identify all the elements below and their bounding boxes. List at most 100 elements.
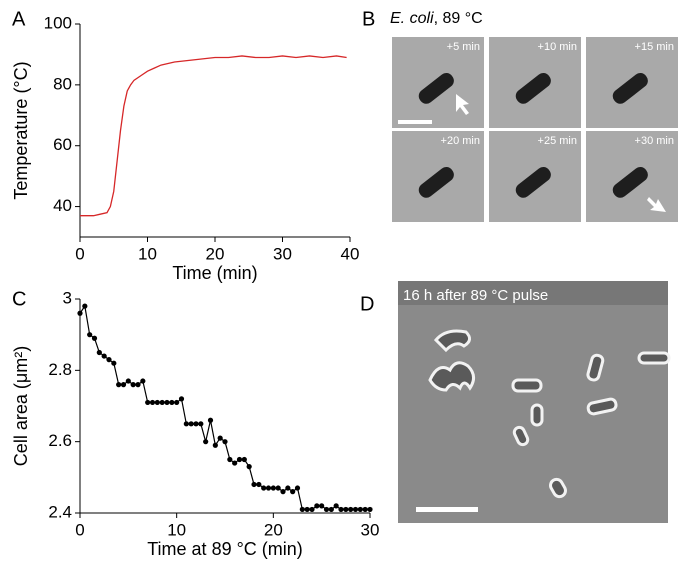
data-point [87, 332, 93, 338]
y-tick-label: 60 [53, 135, 72, 154]
data-point [154, 399, 160, 406]
y-tick-label: 3 [63, 288, 72, 307]
data-point [304, 506, 310, 513]
data-point [299, 506, 305, 513]
data-point [111, 360, 117, 366]
data-point [236, 456, 243, 463]
y-tick-label: 2.4 [48, 502, 72, 521]
data-point [164, 399, 170, 406]
data-point [130, 382, 136, 388]
data-point [198, 421, 204, 427]
data-point [275, 485, 281, 491]
caption-bg [398, 281, 668, 305]
panel-label: C [12, 288, 26, 310]
data-point [290, 489, 296, 495]
cells [428, 329, 671, 499]
title-italic: E. coli [390, 10, 434, 27]
data-point [207, 417, 214, 423]
data-point [343, 506, 349, 513]
data-point [319, 503, 325, 509]
cell [418, 72, 454, 104]
arrow [456, 94, 469, 115]
y-axis-label: Cell area (μm²) [11, 346, 31, 466]
data-point [227, 456, 233, 463]
data-point [125, 378, 131, 384]
data-point [178, 396, 185, 402]
data-point [280, 489, 286, 495]
data-point [169, 399, 175, 406]
data-point [149, 399, 156, 406]
data-point [367, 506, 373, 513]
frame-label: +15 min [635, 41, 674, 53]
x-tick-label: 30 [273, 244, 292, 263]
data-point [183, 421, 189, 427]
data-point [328, 506, 334, 513]
data-point [193, 421, 199, 427]
data-point [314, 503, 320, 509]
y-tick-label: 40 [53, 196, 72, 215]
data-point [261, 485, 267, 491]
data-point [212, 442, 218, 448]
cell [612, 166, 648, 198]
caption: 16 h after 89 °C pulse [403, 287, 548, 304]
data-point [232, 460, 238, 466]
data-point [348, 506, 354, 513]
frame-label: +5 min [447, 41, 480, 53]
title-rest: , 89 °C [434, 10, 483, 27]
data-point [116, 382, 122, 388]
panel-label: A [12, 8, 26, 30]
x-tick-label: 20 [264, 520, 283, 539]
data-point [101, 353, 107, 359]
data-point [188, 421, 194, 427]
y-axis-label: Temperature (°C) [11, 61, 31, 199]
data-point [174, 399, 180, 406]
y-tick-label: 2.8 [48, 360, 72, 379]
data-point [222, 439, 228, 445]
data-point [77, 310, 83, 316]
scale-bar [398, 120, 432, 124]
data-point [120, 382, 127, 388]
arrow [647, 197, 666, 212]
data-point [106, 357, 112, 363]
data-line [79, 304, 370, 511]
panel-title: E. coli, 89 °C [390, 10, 483, 27]
data-point [217, 435, 223, 441]
data-line [80, 55, 347, 217]
data-point [241, 456, 247, 463]
y-tick-label: 2.6 [48, 431, 72, 450]
x-axis-label: Time (min) [172, 263, 257, 283]
data-point [140, 378, 146, 384]
data-point [91, 335, 98, 341]
data-point [309, 506, 315, 513]
x-axis-label: Time at 89 °C (min) [147, 539, 303, 559]
x-tick-label: 0 [75, 244, 84, 263]
data-point [294, 485, 301, 491]
frames: +5 min +10 min +15 min +20 min +25 min +30 mi… [392, 37, 678, 222]
frame-label: +10 min [538, 41, 577, 53]
cell [515, 166, 551, 198]
panel-label: B [362, 8, 375, 30]
data-point [323, 506, 330, 513]
data-point [362, 506, 368, 513]
data-point [357, 506, 363, 513]
x-tick-label: 20 [206, 244, 225, 263]
data-point [265, 485, 272, 491]
data-point [256, 481, 262, 488]
frame-label: +20 min [441, 135, 480, 147]
scale-bar [416, 507, 478, 512]
micrograph: 16 h after 89 °C pulse [398, 281, 671, 523]
data-point [333, 503, 339, 509]
cell [418, 166, 454, 198]
frame-label: +30 min [635, 135, 674, 147]
data-point [338, 506, 344, 513]
y-tick-label: 100 [44, 13, 72, 32]
x-tick-label: 30 [361, 520, 380, 539]
data-point [82, 303, 88, 309]
x-tick-label: 10 [138, 244, 157, 263]
x-tick-label: 10 [167, 520, 186, 539]
data-point [352, 506, 359, 513]
frame-label: +25 min [538, 135, 577, 147]
x-tick-label: 0 [75, 520, 84, 539]
data-point [203, 439, 209, 445]
